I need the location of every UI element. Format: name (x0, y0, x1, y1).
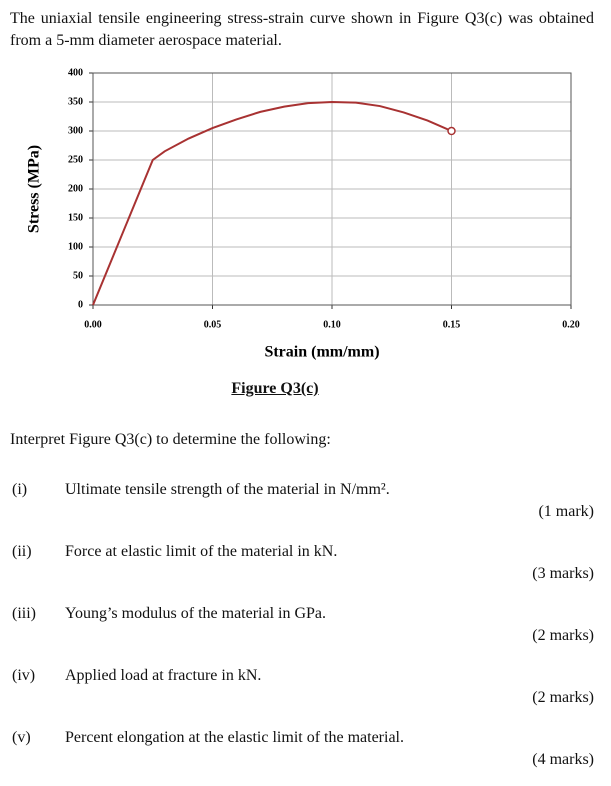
item-text: Percent elongation at the elastic limit … (65, 729, 404, 746)
plot-frame (92, 72, 572, 306)
figure-caption: Figure Q3(c) (231, 380, 319, 397)
item-text: Ultimate tensile strength of the materia… (65, 481, 390, 498)
y-tick-label: 400 (68, 67, 83, 78)
item-text: Force at elastic limit of the material i… (65, 543, 338, 560)
item-marks: (3 marks) (532, 565, 594, 582)
x-tick-label: 0.00 (84, 319, 102, 330)
item-label: (i) (12, 481, 28, 498)
y-tick-label: 250 (68, 154, 83, 165)
intro-text: The uniaxial tensile engineering stress-… (10, 10, 594, 49)
item-label: (iv) (12, 667, 36, 684)
y-tick-label: 150 (68, 212, 83, 223)
item-marks: (2 marks) (532, 627, 594, 644)
item-label: (ii) (12, 543, 32, 560)
y-tick-label: 350 (68, 96, 83, 107)
item-text: Applied load at fracture in kN. (65, 667, 262, 684)
item-text: Young’s modulus of the material in GPa. (65, 605, 327, 622)
item-label: (v) (12, 729, 31, 746)
x-tick-label: 0.05 (204, 319, 222, 330)
y-tick-label: 50 (73, 270, 83, 281)
y-tick-label: 100 (68, 241, 83, 252)
x-tick-label: 0.20 (562, 319, 580, 330)
item-label: (iii) (12, 605, 36, 622)
item-marks: (1 mark) (538, 503, 594, 520)
curve (92, 100, 452, 306)
chart: Strain (mm/mm) Stress (MPa) 0 50 100 150 200… (26, 67, 580, 361)
x-tick-label: 0.15 (443, 319, 461, 330)
y-tick-label: 300 (68, 125, 83, 136)
y-axis-label: Stress (MPa) (26, 145, 43, 233)
fracture-point (447, 126, 456, 136)
y-tick-label: 200 (68, 183, 83, 194)
item-marks: (4 marks) (532, 751, 594, 768)
x-tick-label: 0.10 (323, 319, 341, 330)
prompt: Interpret Figure Q3(c) to determine the … (10, 431, 331, 448)
y-tick-label: 0 (78, 299, 83, 310)
item-marks: (2 marks) (532, 689, 594, 706)
x-axis-label: Strain (mm/mm) (264, 344, 379, 361)
